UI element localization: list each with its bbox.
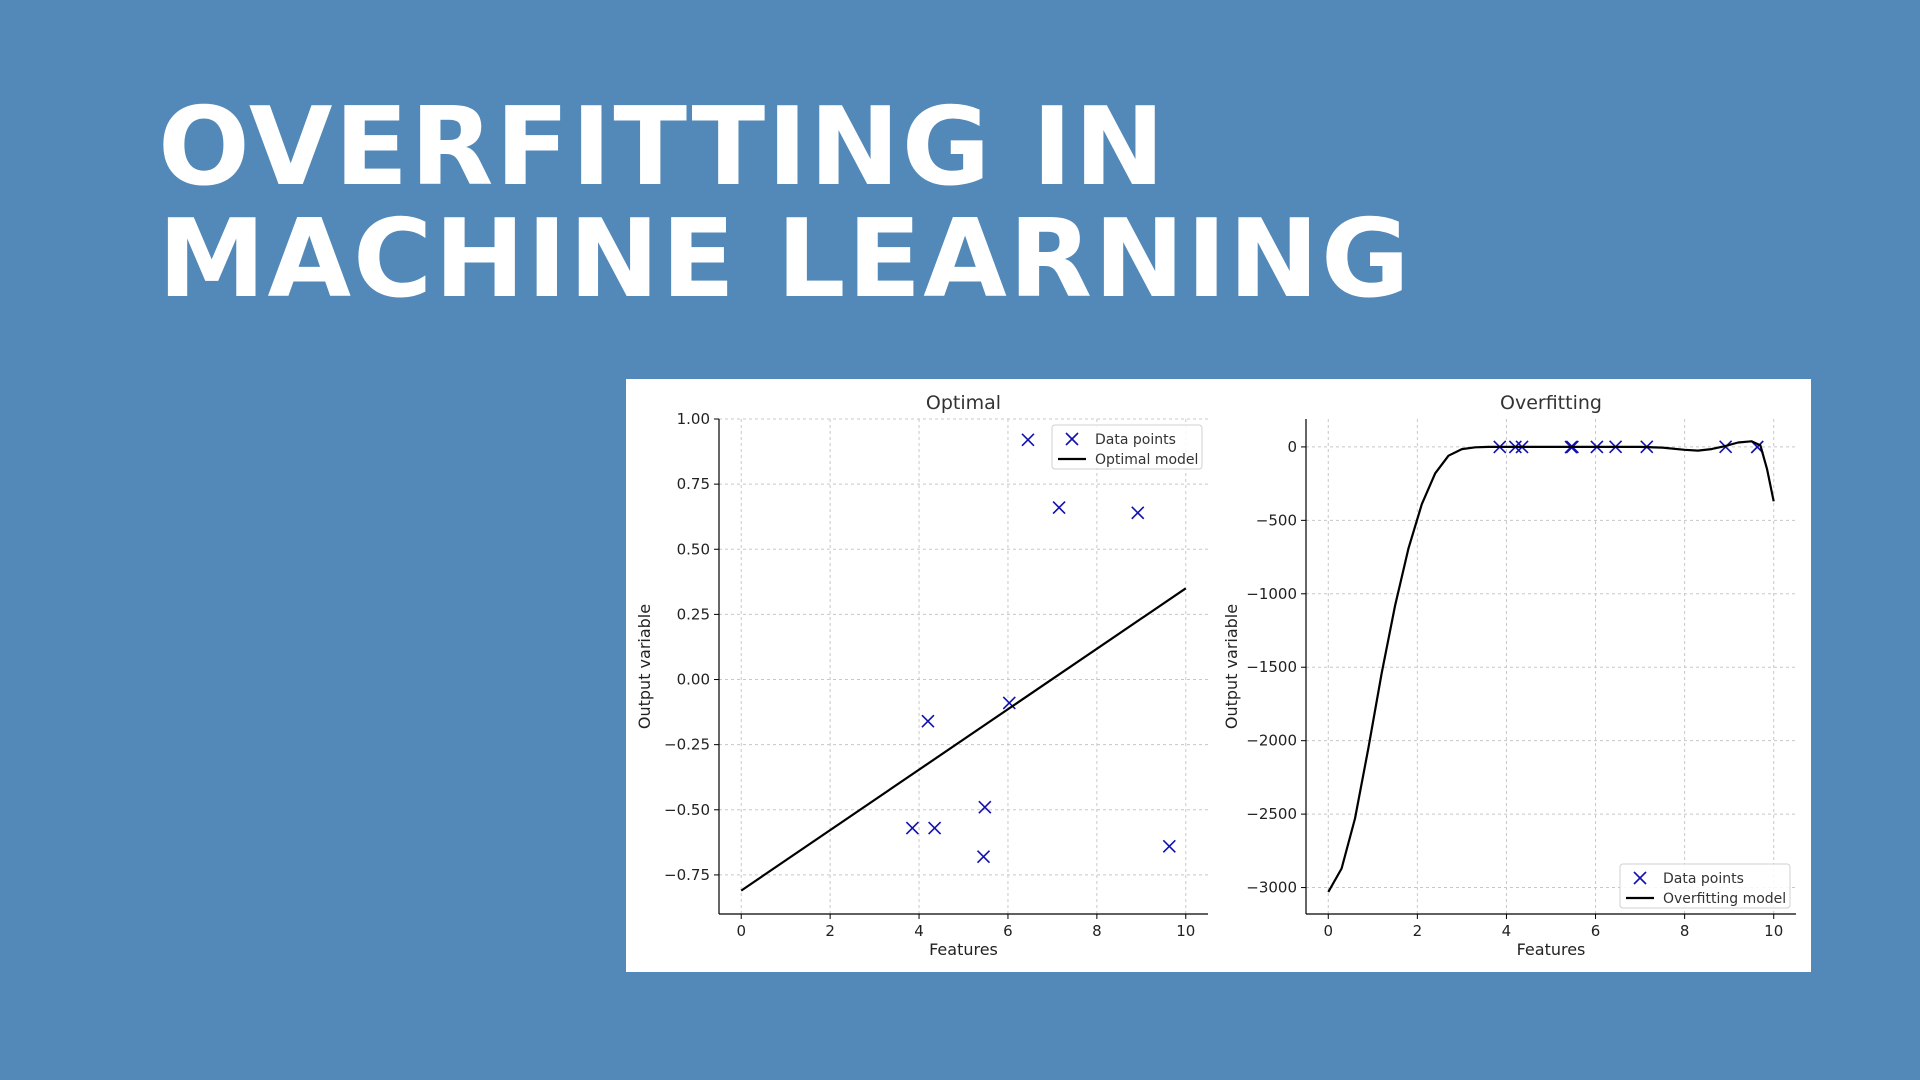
chart-1-x-label: Features — [929, 940, 998, 959]
chart-1-y-tick-label-2: 0.50 — [677, 540, 710, 558]
chart-1-x-tick-label-2: 4 — [914, 922, 924, 940]
chart-1-y-tick-label-5: −0.25 — [664, 736, 710, 754]
chart-2-x-label: Features — [1517, 940, 1586, 959]
chart-1-series-1-point-10 — [1162, 839, 1176, 853]
chart-1-legend: Data points Optimal model — [1051, 424, 1203, 470]
chart-2-x-tick-label-0: 0 — [1323, 922, 1333, 940]
chart-1-x-tick-label-4: 8 — [1092, 922, 1102, 940]
chart-2-legend-box — [1619, 863, 1791, 909]
chart-1-y-label: Output variable — [635, 604, 654, 729]
chart-2-legend-label-2: Overfitting model — [1663, 891, 1786, 907]
chart-2: 0 2 4 6 8 10 0 −500 −1000 −1500 −2000 −2500 −3000 Ove… — [1222, 392, 1796, 959]
chart-2-legend-marker-swatch — [1633, 871, 1647, 885]
slide-title-line-1: OVERFITTING IN — [158, 85, 1167, 210]
chart-2-x-tick-label-4: 8 — [1680, 922, 1690, 940]
chart-1-y-tick-label-0: 1.00 — [677, 410, 710, 428]
chart-1-series-1-point-9 — [1131, 506, 1145, 520]
chart-panel: 0 2 4 6 8 10 1.00 0.75 0.50 0.25 0.00 −0.25 −0.50 −0.… — [626, 379, 1811, 972]
chart-1-series-1-point-8 — [1052, 501, 1066, 515]
chart-1-y-tick-label-4: 0.00 — [677, 671, 710, 689]
chart-2-series-2-line — [1327, 440, 1775, 893]
chart-1-series-2-line — [740, 587, 1187, 892]
chart-1-series-1-point-4 — [976, 850, 991, 864]
chart-1: 0 2 4 6 8 10 1.00 0.75 0.50 0.25 0.00 −0.25 −0.50 −0.… — [635, 392, 1208, 959]
chart-2-x-tick-label-5: 10 — [1764, 922, 1783, 940]
chart-1-y-tick-label-7: −0.75 — [664, 866, 710, 884]
chart-1-legend-box — [1051, 424, 1203, 470]
chart-1-series-1-point-2 — [921, 714, 935, 728]
chart-1-y-tick-label-6: −0.50 — [664, 801, 710, 819]
charts-svg: 0 2 4 6 8 10 1.00 0.75 0.50 0.25 0.00 −0.25 −0.50 −0.… — [635, 392, 1796, 959]
chart-2-x-tick-label-2: 4 — [1502, 922, 1512, 940]
chart-1-legend-marker-swatch — [1065, 432, 1079, 446]
chart-2-y-tick-label-1: −500 — [1256, 511, 1297, 529]
chart-2-title: Overfitting — [1500, 392, 1602, 414]
chart-1-legend-label-2: Optimal model — [1095, 452, 1198, 468]
chart-2-y-tick-label-6: −3000 — [1246, 879, 1297, 897]
chart-1-series-1-point-5 — [978, 800, 992, 814]
chart-1-series-1-point-6 — [1002, 696, 1016, 710]
chart-2-y-tick-label-5: −2500 — [1246, 805, 1297, 823]
chart-1-y-tick-label-1: 0.75 — [677, 475, 710, 493]
chart-1-series-1-point-3 — [928, 821, 942, 835]
chart-2-x-tick-label-1: 2 — [1413, 922, 1423, 940]
chart-2-y-tick-label-2: −1000 — [1246, 585, 1297, 603]
chart-2-y-tick-label-4: −2000 — [1246, 732, 1297, 750]
chart-2-y-label: Output variable — [1222, 604, 1241, 729]
chart-1-series-1-point-7 — [1021, 433, 1035, 447]
chart-1-x-tick-label-3: 6 — [1003, 922, 1013, 940]
chart-1-legend-label-1: Data points — [1095, 432, 1176, 448]
chart-1-x-tick-label-5: 10 — [1176, 922, 1195, 940]
slide-title: OVERFITTING IN MACHINE LEARNING — [158, 92, 1412, 316]
chart-1-x-tick-label-1: 2 — [825, 922, 835, 940]
chart-1-title: Optimal — [926, 392, 1001, 414]
slide-title-line-2: MACHINE LEARNING — [158, 197, 1412, 322]
chart-1-x-tick-label-0: 0 — [736, 922, 746, 940]
chart-1-series-1-point-1 — [905, 821, 919, 835]
chart-2-y-tick-label-3: −1500 — [1246, 658, 1297, 676]
chart-1-y-tick-label-3: 0.25 — [677, 605, 710, 623]
chart-2-x-tick-label-3: 6 — [1591, 922, 1601, 940]
chart-2-legend-label-1: Data points — [1663, 871, 1744, 887]
chart-2-y-tick-label-0: 0 — [1287, 438, 1297, 456]
chart-2-legend: Data points Overfitting model — [1619, 863, 1791, 909]
